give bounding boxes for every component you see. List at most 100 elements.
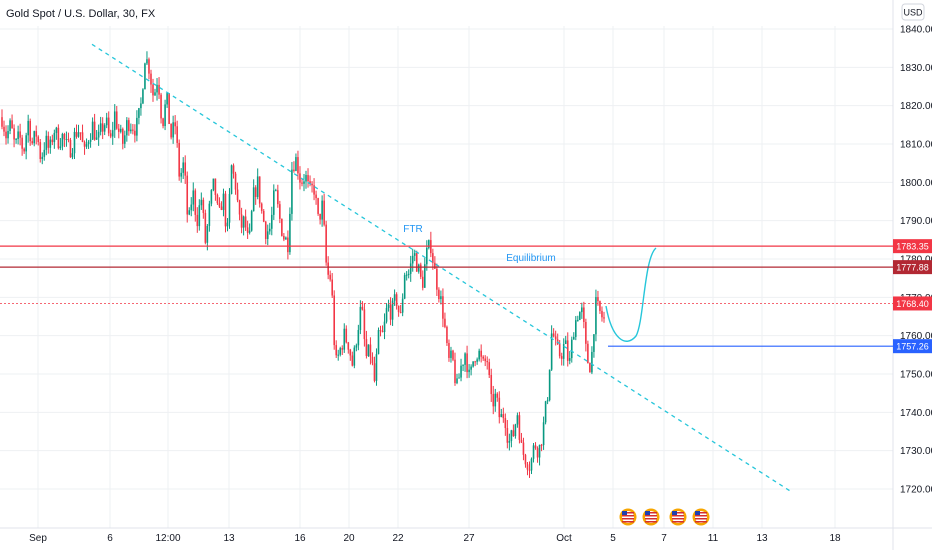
flag-stripe bbox=[695, 521, 707, 523]
candle-body bbox=[550, 333, 553, 370]
us-event-icon[interactable] bbox=[669, 508, 687, 526]
candle-body bbox=[345, 328, 348, 343]
candle-body bbox=[397, 305, 400, 313]
candle-body bbox=[29, 120, 31, 142]
y-tick-label: 1780.00 bbox=[900, 255, 932, 266]
candle-body bbox=[15, 139, 17, 141]
candle-body bbox=[254, 187, 257, 197]
candle-body bbox=[351, 355, 354, 366]
candle-body bbox=[456, 378, 458, 384]
candle-body bbox=[186, 175, 189, 215]
candle-body bbox=[516, 415, 519, 425]
candle-body bbox=[93, 121, 96, 140]
candle-body bbox=[83, 142, 86, 147]
candle-body bbox=[103, 125, 106, 132]
candle-body bbox=[51, 139, 54, 143]
candle-body bbox=[75, 131, 78, 137]
candle-body bbox=[160, 94, 162, 119]
candle-body bbox=[184, 162, 187, 176]
candle-body bbox=[124, 135, 126, 144]
candle-body bbox=[212, 178, 215, 191]
candle-body bbox=[450, 350, 452, 358]
candle-body bbox=[109, 133, 112, 137]
candle-body bbox=[432, 253, 434, 263]
candle-body bbox=[371, 356, 374, 364]
candle-body bbox=[460, 365, 462, 378]
flag-stripe bbox=[622, 521, 634, 523]
candle-body bbox=[122, 128, 124, 144]
x-tick-label: 12:00 bbox=[155, 533, 180, 544]
candle-body bbox=[266, 231, 269, 239]
candle-body bbox=[216, 194, 219, 204]
candle-body bbox=[301, 182, 303, 184]
candle-body bbox=[504, 418, 507, 429]
candle-body bbox=[496, 393, 499, 398]
candle-body bbox=[488, 362, 491, 375]
candle-body bbox=[101, 123, 104, 132]
candle-body bbox=[170, 123, 172, 138]
candle-body bbox=[21, 137, 23, 149]
flag-stripe bbox=[622, 515, 634, 517]
candle-body bbox=[554, 336, 557, 340]
candle-body bbox=[190, 204, 193, 211]
flag-stripe bbox=[645, 515, 657, 517]
flag-stripe bbox=[672, 521, 684, 523]
flag-canton bbox=[622, 511, 627, 515]
candle-body bbox=[385, 307, 388, 322]
us-event-icon[interactable] bbox=[642, 508, 660, 526]
candle-body bbox=[560, 356, 563, 359]
x-tick-label: 20 bbox=[343, 533, 355, 544]
candle-body bbox=[407, 273, 410, 275]
x-tick-label: 11 bbox=[708, 533, 719, 544]
candle-body bbox=[182, 162, 184, 173]
level-label: 1777.88 bbox=[896, 263, 929, 273]
candle-body bbox=[558, 343, 561, 357]
flag-stripe bbox=[695, 512, 707, 514]
candle-body bbox=[204, 212, 207, 243]
candle-body bbox=[214, 178, 217, 195]
flag-stripe bbox=[672, 515, 684, 517]
candle-body bbox=[31, 141, 33, 144]
annotation-text: FTR bbox=[403, 224, 422, 235]
candle-body bbox=[268, 228, 271, 232]
candle-body bbox=[524, 454, 527, 465]
candle-body bbox=[105, 117, 108, 126]
candle-body bbox=[178, 142, 180, 177]
x-tick-label: 27 bbox=[463, 533, 475, 544]
candle-body bbox=[311, 183, 313, 186]
y-tick-label: 1720.00 bbox=[900, 485, 932, 496]
event-icons[interactable] bbox=[619, 508, 710, 526]
currency-badge[interactable]: USD bbox=[903, 8, 923, 18]
us-event-icon[interactable] bbox=[692, 508, 710, 526]
candle-body bbox=[11, 120, 13, 129]
candle-body bbox=[464, 353, 466, 365]
candle-body bbox=[581, 307, 583, 313]
candle-body bbox=[73, 131, 76, 154]
candle-body bbox=[327, 262, 329, 275]
candle-body bbox=[256, 176, 259, 197]
us-event-icon[interactable] bbox=[619, 508, 637, 526]
candle-body bbox=[53, 132, 56, 143]
currency-badge-box[interactable] bbox=[901, 3, 925, 21]
candle-body bbox=[593, 334, 595, 352]
candle-body bbox=[530, 458, 533, 471]
y-tick-label: 1740.00 bbox=[900, 408, 932, 419]
y-tick-label: 1810.00 bbox=[900, 140, 932, 151]
candle-body bbox=[480, 350, 482, 357]
candle-body bbox=[132, 129, 134, 131]
candle-body bbox=[490, 374, 493, 395]
candle-body bbox=[343, 328, 346, 350]
candle-body bbox=[520, 439, 523, 443]
candle-body bbox=[59, 146, 62, 149]
candle-body bbox=[65, 139, 68, 141]
candle-body bbox=[9, 120, 11, 131]
candle-body bbox=[424, 264, 426, 288]
candle-body bbox=[210, 190, 213, 204]
candle-body bbox=[458, 377, 460, 379]
candle-body bbox=[244, 216, 247, 228]
candle-body bbox=[446, 326, 448, 344]
candle-body bbox=[415, 253, 418, 272]
candle-body bbox=[45, 135, 48, 150]
